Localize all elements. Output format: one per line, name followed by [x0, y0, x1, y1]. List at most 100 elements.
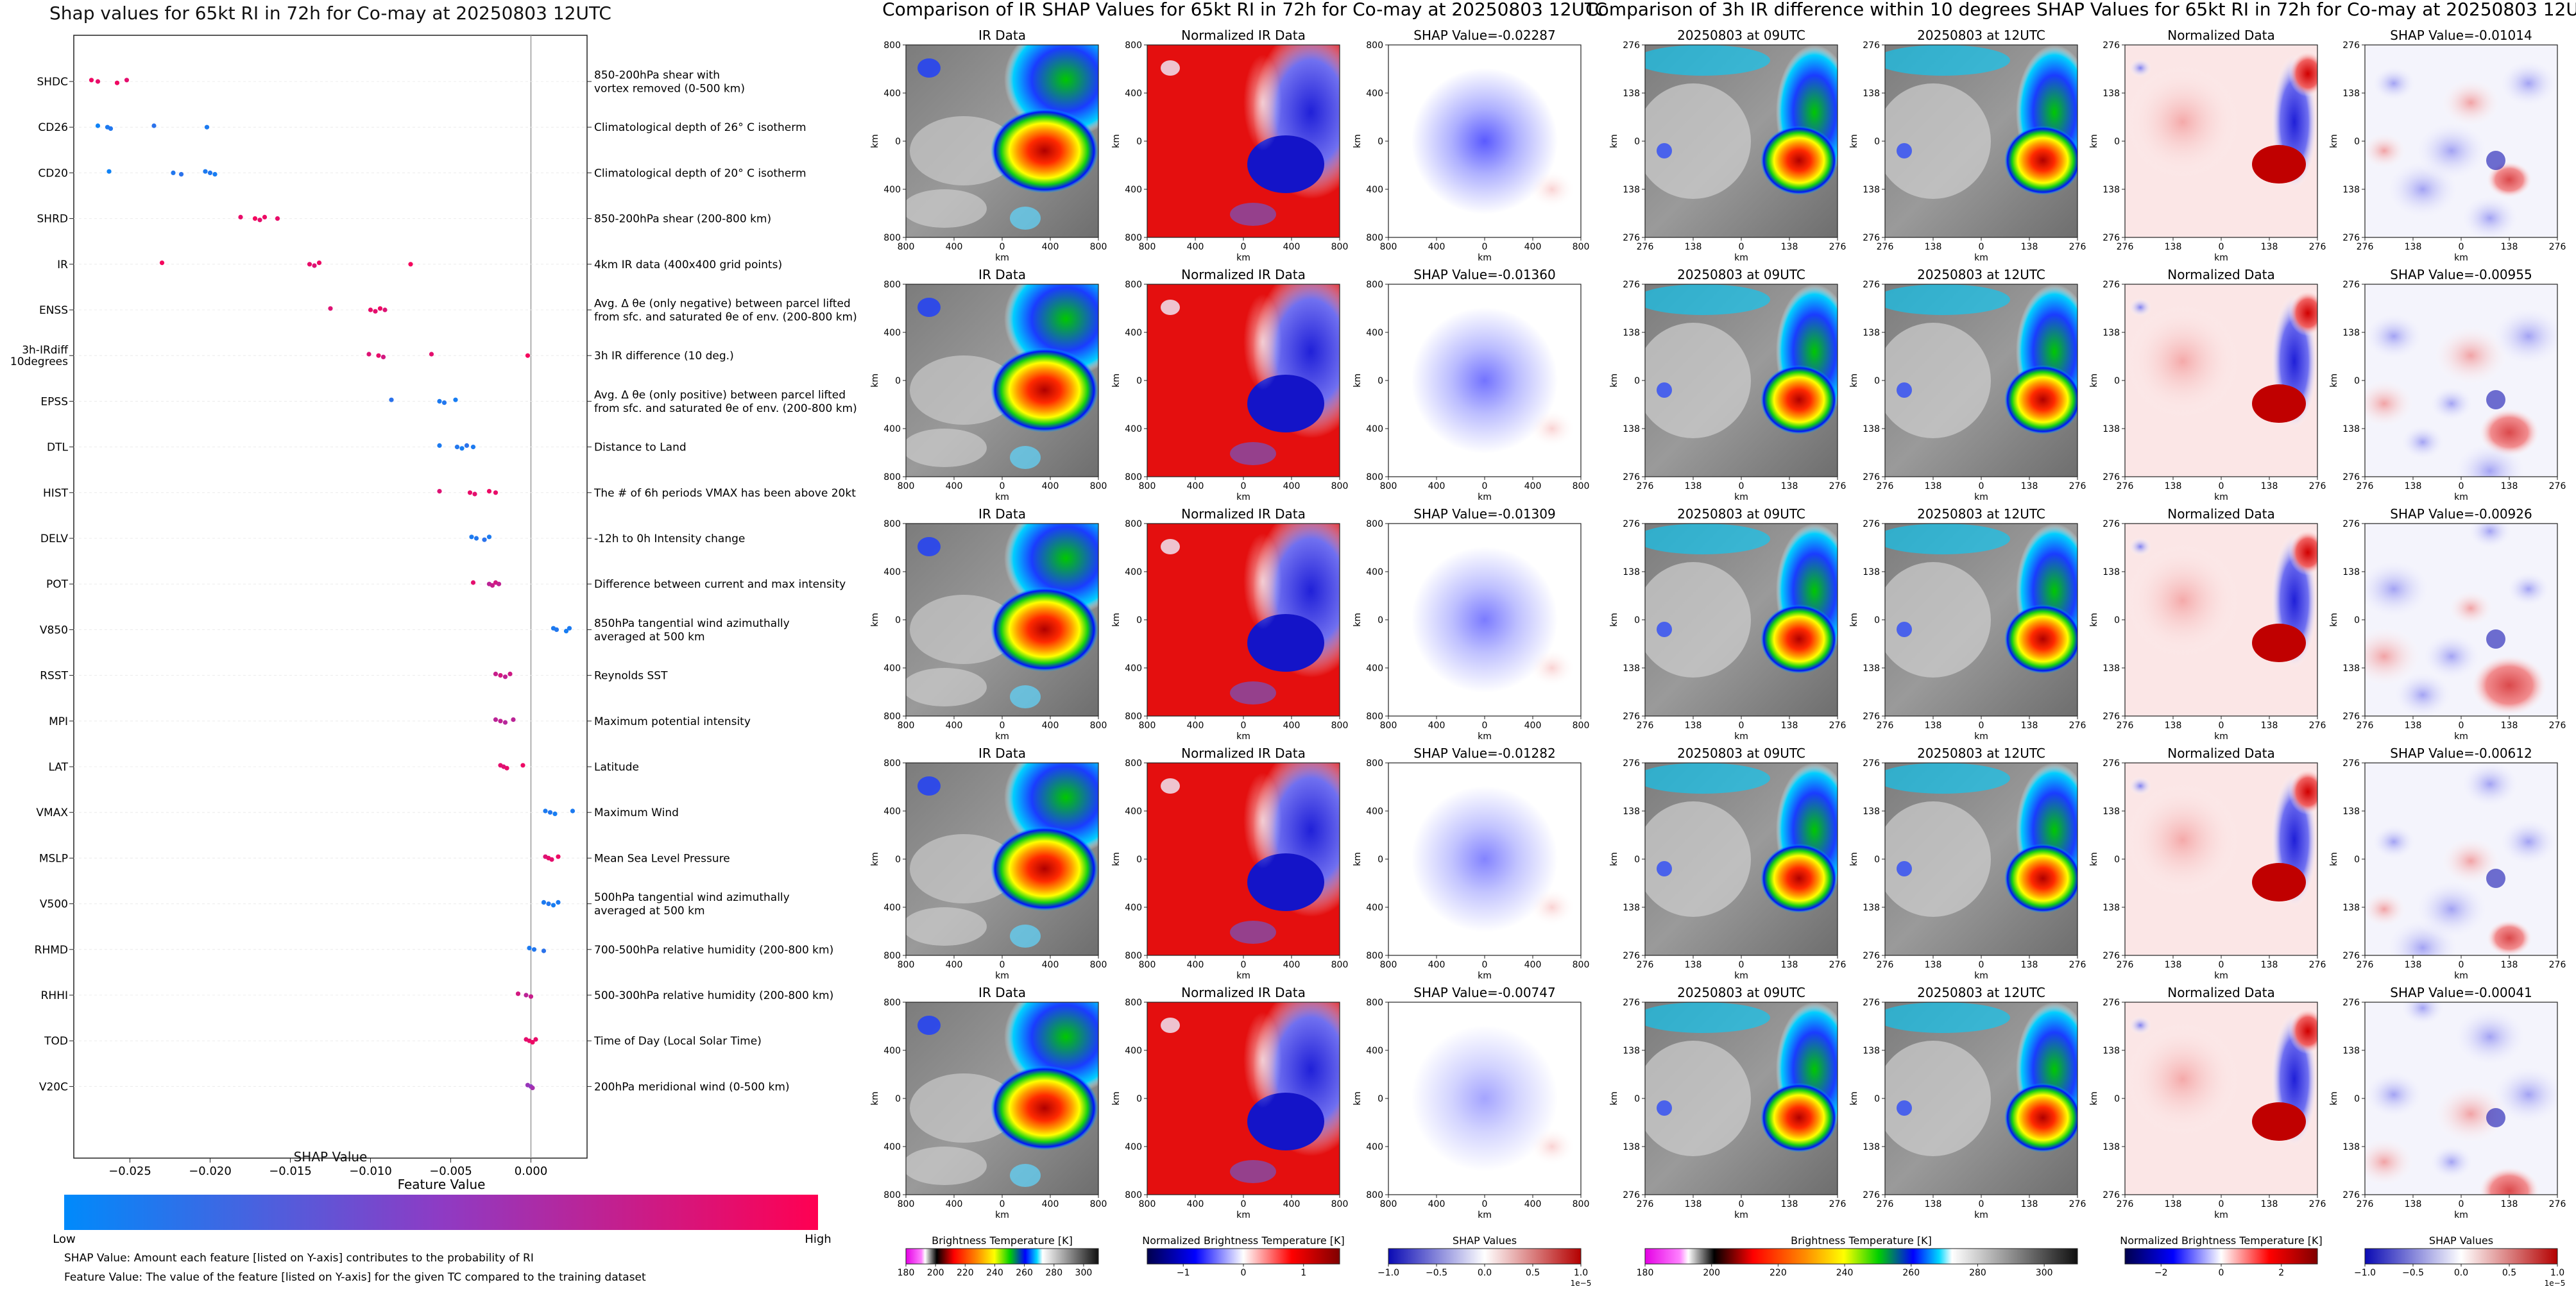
panel-x-label: km — [1734, 1210, 1748, 1220]
panel-y-tick-label: 400 — [1366, 424, 1383, 434]
panel-x-label: km — [1478, 492, 1492, 502]
panel-title: IR Data — [978, 985, 1026, 1000]
panel-y-label: km — [1609, 134, 1619, 148]
colorbar-tick-label: 300 — [2036, 1268, 2053, 1278]
panel-y-tick-label: 276 — [2342, 998, 2360, 1008]
panel-x-label: km — [1478, 971, 1492, 981]
colorbar-tick-label: −1.0 — [2354, 1268, 2376, 1278]
shap-point — [454, 445, 460, 450]
panel-y-label: km — [1609, 613, 1619, 627]
ir-time-image — [1885, 763, 2077, 955]
shap-diff-image — [2365, 763, 2557, 955]
panel-x-tick-label: 0 — [2219, 1199, 2224, 1209]
panel-x-tick-label: 138 — [2501, 481, 2518, 491]
panel-y-tick-label: 0 — [1378, 376, 1383, 386]
panel-x-tick-label: 276 — [1637, 481, 1654, 491]
shap-point — [528, 994, 534, 999]
panel-x-tick-label: 138 — [1781, 242, 1798, 252]
panel-title: 20250803 at 12UTC — [1917, 506, 2045, 522]
feature-description: 850-200hPa shear with vortex removed (0-5… — [594, 69, 745, 96]
panel-y-tick-label: 138 — [2103, 663, 2120, 674]
colorbar-gradient — [2364, 1248, 2558, 1265]
normalized-diff-image — [2125, 1002, 2317, 1195]
panel-y-tick-label: 0 — [1378, 855, 1383, 865]
panel-y-tick-label: 800 — [1125, 951, 1142, 961]
panel-y-label: km — [1849, 1091, 1859, 1105]
irdiff-panel: 20250803 at 12UTC27627613813800138138276… — [1849, 985, 2086, 1220]
feature-description: 850hPa tangential wind azimuthally averag… — [594, 617, 790, 644]
panel-y-tick-label: 276 — [1623, 712, 1640, 722]
panel-y-tick-label: 276 — [2342, 758, 2360, 769]
shap-point — [470, 580, 476, 585]
colorbar-tick-label: 220 — [1770, 1268, 1787, 1278]
feature-code: RSST — [40, 670, 68, 683]
shap-chart-title: Shap values for 65kt RI in 72h for Co-ma… — [49, 3, 611, 24]
panel-x-label: km — [1236, 731, 1250, 742]
feature-code: HIST — [43, 487, 69, 500]
panel-x-label: km — [1478, 253, 1492, 263]
panel-y-tick-label: 276 — [2342, 1190, 2360, 1200]
panel-x-tick-label: 0 — [2459, 721, 2464, 731]
panel-x-tick-label: 276 — [2309, 242, 2326, 252]
panel-y-tick-label: 276 — [1863, 472, 1880, 482]
panel-title: SHAP Value=-0.00955 — [2390, 267, 2532, 282]
normalized-ir-image — [1147, 763, 1340, 955]
feature-code: RHMD — [35, 944, 68, 957]
panel-x-tick-label: 0 — [1482, 721, 1488, 731]
panel-title: Normalized IR Data — [1181, 985, 1306, 1000]
panel-x-tick-label: 400 — [1042, 1199, 1059, 1209]
panel-y-tick-label: 138 — [2342, 1142, 2360, 1152]
panel-title: Normalized Data — [2167, 267, 2275, 282]
panel-y-tick-label: 0 — [1136, 376, 1142, 386]
colorbar-high: High — [805, 1233, 831, 1246]
panel-x-tick-label: 400 — [1187, 481, 1204, 491]
panel-y-tick-label: 0 — [895, 615, 901, 626]
shap-diff-image — [2365, 45, 2557, 237]
irdiff-panel: SHAP Value=-0.01014276276138138001381382… — [2329, 28, 2566, 263]
shap-point — [464, 443, 470, 448]
panel-y-tick-label: 400 — [883, 185, 901, 195]
panel-x-tick-label: 0 — [1000, 242, 1005, 252]
ir-colorbar: Brightness Temperature [K] 180 200 220 240 26… — [898, 1234, 1099, 1278]
panel-y-tick-label: 400 — [1366, 328, 1383, 338]
ir-image — [906, 763, 1098, 955]
panel-x-tick-label: 276 — [1829, 721, 1847, 731]
panel-y-tick-label: 138 — [1863, 185, 1880, 195]
ir-comparison-title: Comparison of IR SHAP Values for 65kt RI… — [882, 0, 1607, 20]
panel-x-tick-label: 0 — [1482, 242, 1488, 252]
ir-time-image — [1885, 1002, 2077, 1195]
panel-y-tick-label: 800 — [1125, 280, 1142, 290]
panel-x-tick-label: 800 — [1380, 1199, 1397, 1209]
panel-x-tick-label: 276 — [2117, 960, 2134, 970]
colorbar-scale-note: 1e−5 — [1571, 1279, 1592, 1288]
panel-y-tick-label: 138 — [2342, 807, 2360, 817]
panel-x-tick-label: 276 — [2549, 1199, 2566, 1209]
panel-y-tick-label: 400 — [883, 1046, 901, 1056]
shap-point — [307, 262, 312, 267]
colorbar-tick-label: 1 — [1301, 1268, 1306, 1278]
shap-point — [530, 1039, 535, 1045]
normalized-diff-image — [2125, 763, 2317, 955]
ir-panel: Normalized IR Data8008004004000040040080… — [1111, 28, 1348, 263]
colorbar-title: Feature Value — [398, 1177, 486, 1192]
feature-description: Maximum potential intensity — [594, 715, 751, 728]
feature-code: VMAX — [36, 807, 68, 819]
feature-description: 4km IR data (400x400 grid points) — [594, 259, 782, 271]
panel-title: SHAP Value=-0.01309 — [1413, 506, 1555, 522]
shap-point — [541, 900, 547, 905]
shap-point — [486, 534, 492, 540]
panel-x-label: km — [2214, 253, 2228, 263]
panel-x-tick-label: 276 — [2069, 1199, 2086, 1209]
shap-x-label: SHAP Value — [294, 1149, 368, 1165]
panel-title: Normalized Data — [2167, 985, 2275, 1000]
panel-y-tick-label: 0 — [1634, 376, 1640, 386]
shap-image — [1388, 45, 1581, 237]
panel-x-tick-label: 138 — [2501, 721, 2518, 731]
panel-y-tick-label: 276 — [1863, 951, 1880, 961]
panel-x-label: km — [1478, 731, 1492, 742]
panel-x-label: km — [2214, 731, 2228, 742]
panel-y-tick-label: 400 — [1366, 1046, 1383, 1056]
panel-y-tick-label: 800 — [1366, 280, 1383, 290]
panel-x-tick-label: 138 — [2021, 1199, 2038, 1209]
feature-description: 500-300hPa relative humidity (200-800 km… — [594, 989, 833, 1002]
